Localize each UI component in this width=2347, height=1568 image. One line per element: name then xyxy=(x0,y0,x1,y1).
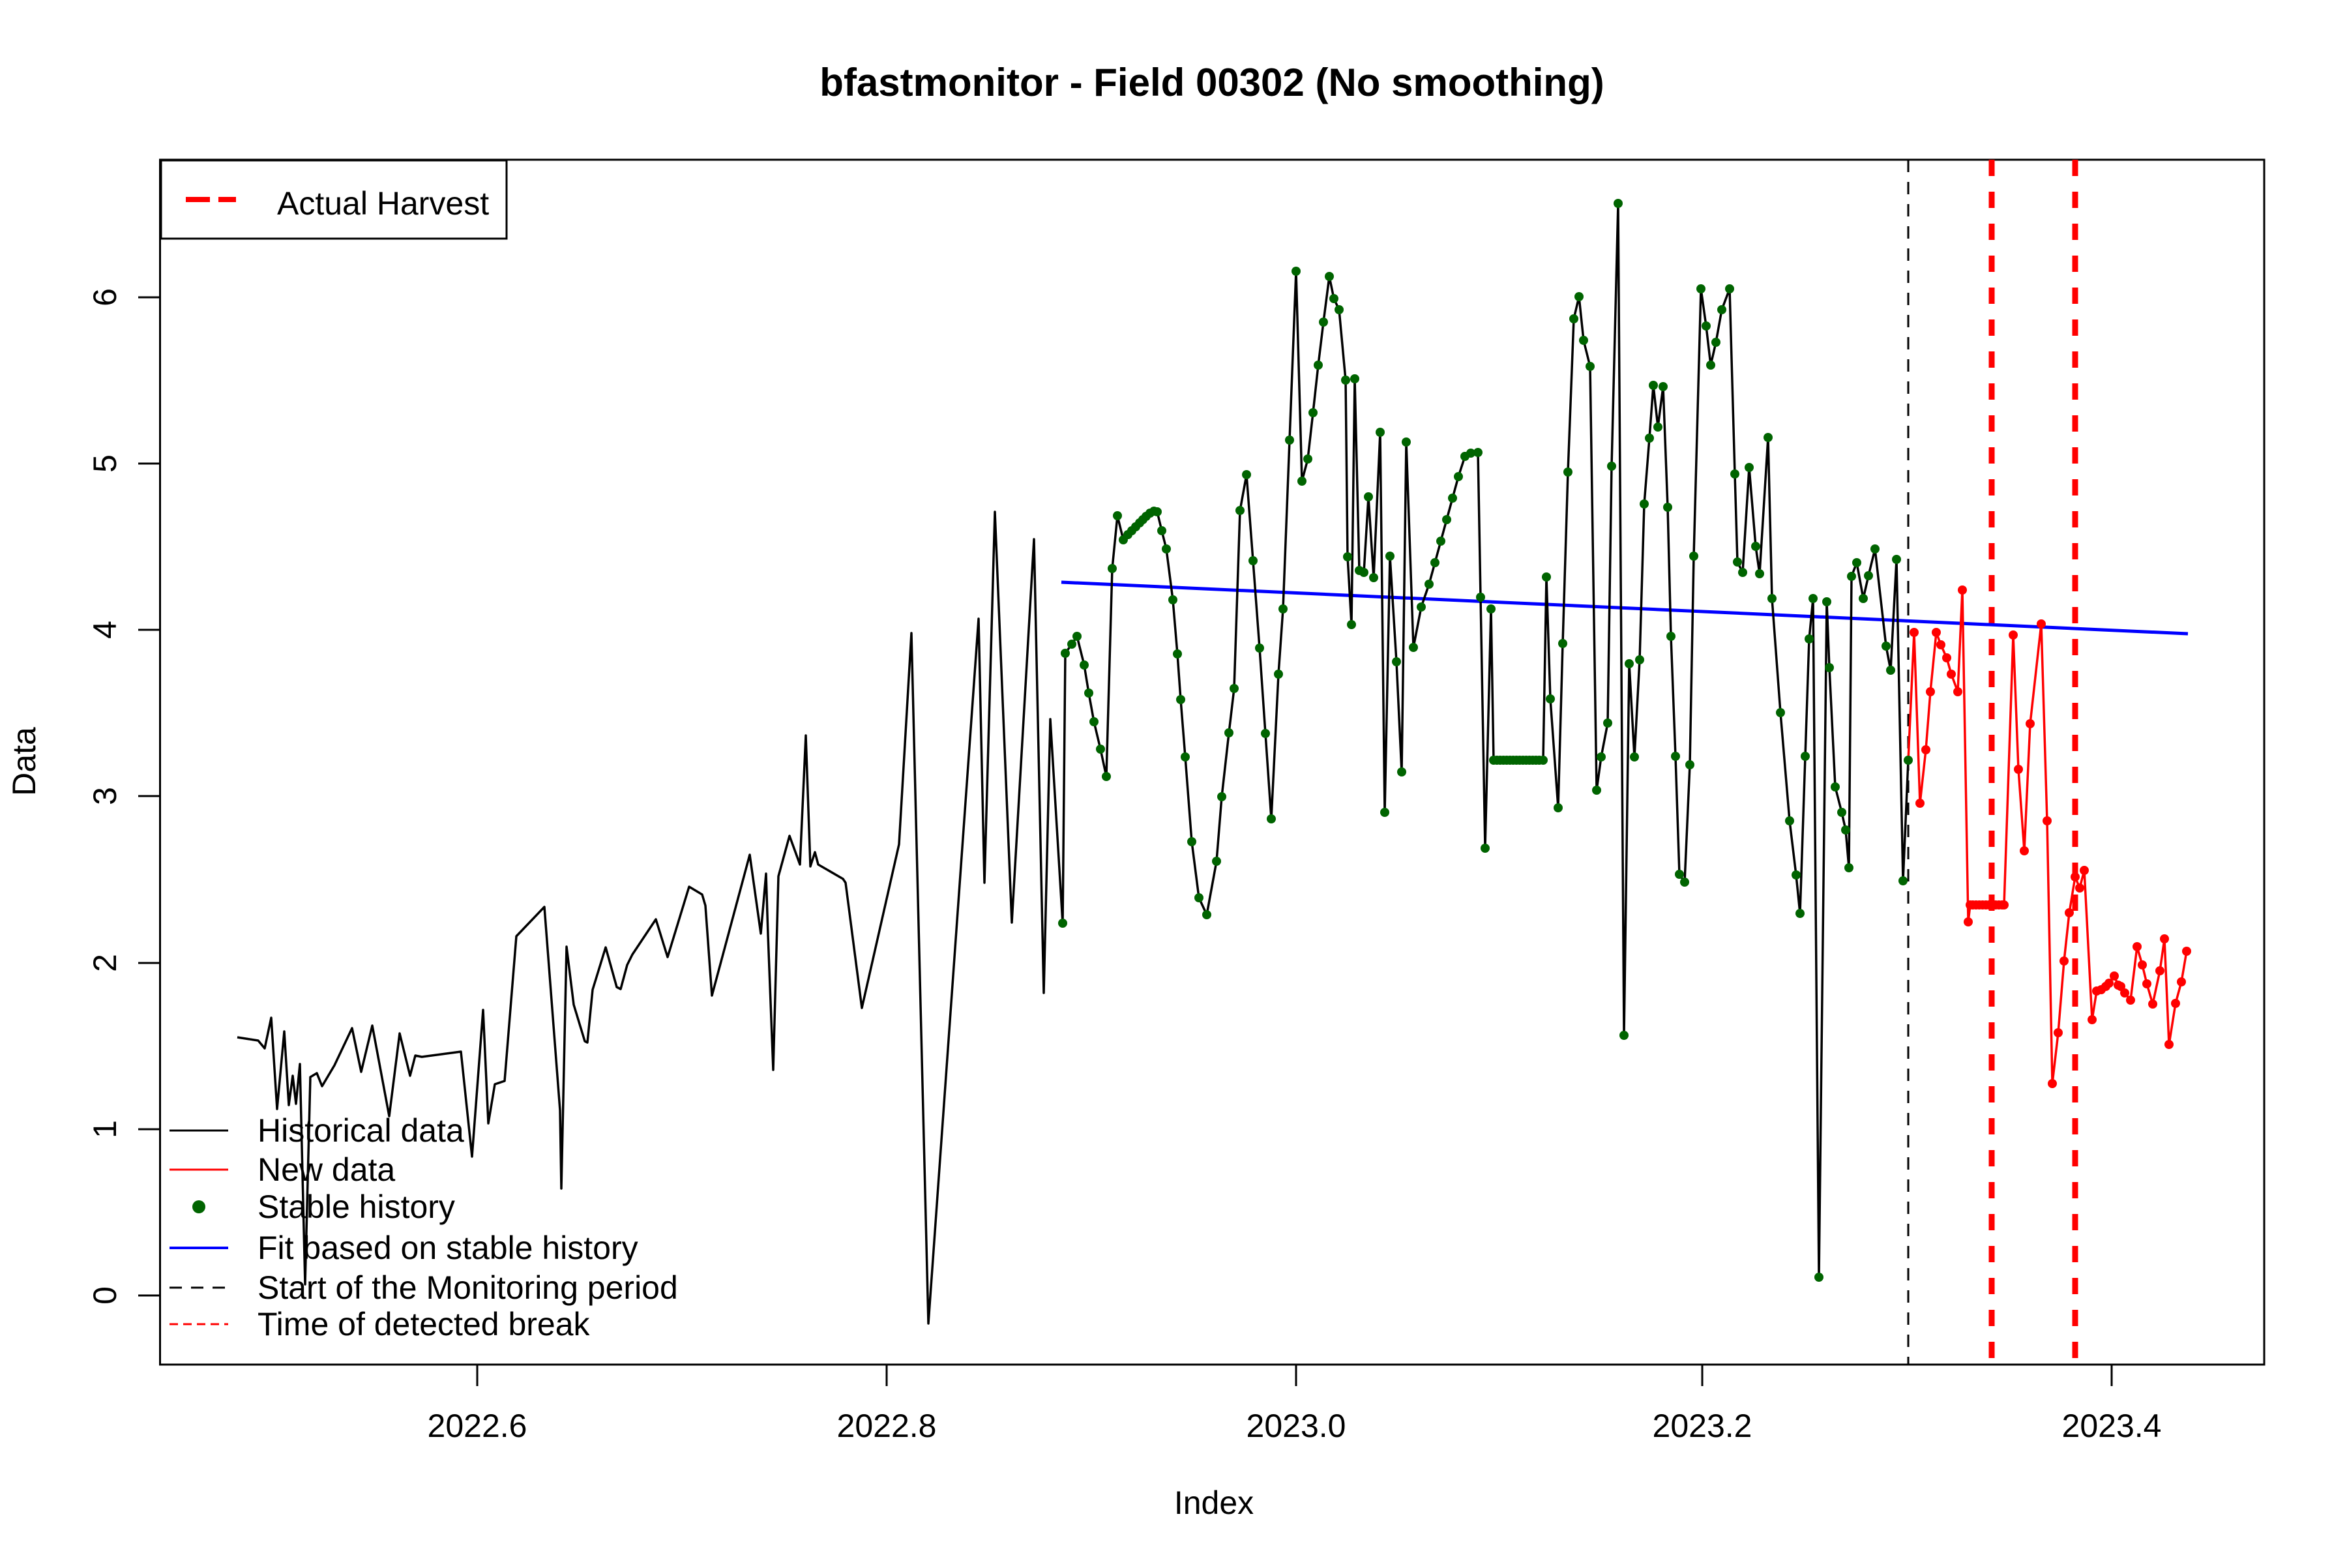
svg-text:2023.2: 2023.2 xyxy=(1653,1408,1752,1444)
svg-text:Historical data: Historical data xyxy=(258,1112,464,1149)
svg-text:2022.8: 2022.8 xyxy=(837,1408,937,1444)
svg-text:2022.6: 2022.6 xyxy=(428,1408,527,1444)
svg-text:Actual Harvest: Actual Harvest xyxy=(277,185,489,222)
svg-text:Start of the Monitoring period: Start of the Monitoring period xyxy=(258,1269,678,1306)
svg-text:2: 2 xyxy=(87,954,123,972)
svg-text:New data: New data xyxy=(258,1151,395,1188)
svg-text:Index: Index xyxy=(1174,1485,1254,1521)
svg-text:2023.4: 2023.4 xyxy=(2062,1408,2162,1444)
svg-text:2023.0: 2023.0 xyxy=(1247,1408,1346,1444)
svg-text:bfastmonitor - Field 00302 (No: bfastmonitor - Field 00302 (No smoothing… xyxy=(819,61,1604,104)
svg-text:6: 6 xyxy=(87,288,123,306)
svg-text:5: 5 xyxy=(87,454,123,473)
svg-text:0: 0 xyxy=(87,1286,123,1305)
svg-text:Data: Data xyxy=(6,727,42,796)
svg-text:4: 4 xyxy=(87,621,123,639)
svg-text:Stable history: Stable history xyxy=(258,1189,455,1225)
svg-text:3: 3 xyxy=(87,787,123,805)
svg-text:Time of detected break: Time of detected break xyxy=(258,1306,591,1342)
svg-text:1: 1 xyxy=(87,1120,123,1138)
svg-text:Fit based on stable history: Fit based on stable history xyxy=(258,1230,638,1266)
